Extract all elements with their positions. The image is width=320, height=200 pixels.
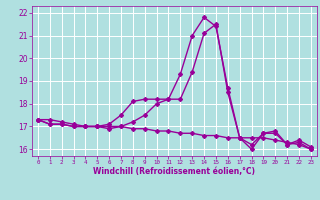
X-axis label: Windchill (Refroidissement éolien,°C): Windchill (Refroidissement éolien,°C) (93, 167, 255, 176)
